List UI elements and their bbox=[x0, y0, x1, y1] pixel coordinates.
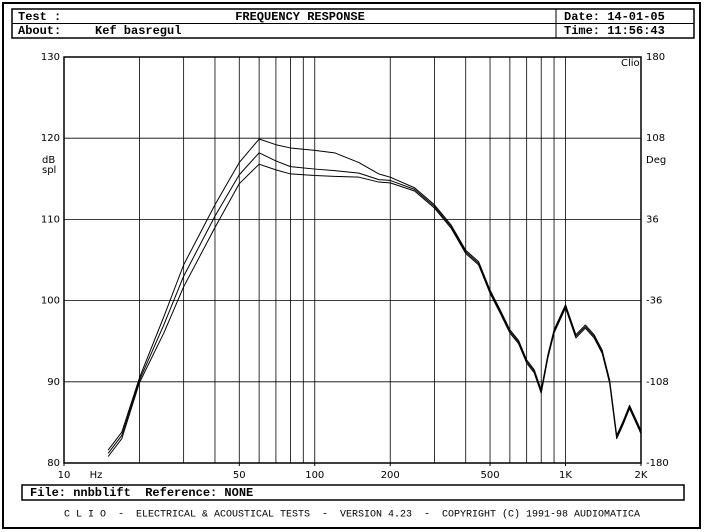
y-tick-label: 80 bbox=[47, 458, 60, 469]
response-curve bbox=[107, 138, 642, 451]
y2-label: Deg bbox=[646, 155, 666, 166]
x-tick-label: 200 bbox=[381, 470, 400, 481]
title: FREQUENCY RESPONSE bbox=[235, 10, 365, 24]
time: Time: 11:56:43 bbox=[564, 24, 665, 38]
about-label: About: bbox=[18, 24, 61, 38]
y2-tick-label: 180 bbox=[646, 52, 665, 63]
annotation: Clio bbox=[621, 58, 640, 69]
date: Date: 14-01-05 bbox=[564, 10, 665, 24]
x-tick-label: 10 bbox=[58, 470, 71, 481]
x-tick-label: 50 bbox=[233, 470, 246, 481]
y2-tick-label: -180 bbox=[646, 458, 669, 469]
y-tick-label: 130 bbox=[41, 52, 60, 63]
y2-tick-label: 108 bbox=[646, 133, 665, 144]
banner: C L I O - ELECTRICAL & ACOUSTICAL TESTS … bbox=[64, 509, 640, 521]
file-info: File: nnbblift Reference: NONE bbox=[30, 486, 253, 500]
test-label: Test : bbox=[18, 10, 61, 24]
x-tick-label: 1K bbox=[559, 470, 572, 481]
y-tick-label: 110 bbox=[41, 214, 60, 225]
x-tick-label: 500 bbox=[480, 470, 499, 481]
y2-tick-label: 36 bbox=[646, 214, 659, 225]
y-tick-label: 90 bbox=[47, 377, 60, 388]
y-tick-label: 100 bbox=[41, 296, 60, 307]
file-box bbox=[21, 484, 685, 501]
response-curve bbox=[107, 163, 642, 457]
y-label: spl bbox=[42, 165, 56, 176]
y2-tick-label: -108 bbox=[646, 377, 669, 388]
y-label: dB bbox=[42, 155, 55, 166]
x-label: Hz bbox=[90, 470, 103, 481]
response-curve bbox=[107, 152, 642, 454]
y-tick-label: 120 bbox=[41, 133, 60, 144]
plot-frame bbox=[63, 56, 642, 464]
x-tick-label: 100 bbox=[305, 470, 324, 481]
about: Kef basregul bbox=[95, 24, 181, 38]
y2-tick-label: -36 bbox=[646, 296, 662, 307]
x-tick-label: 2K bbox=[635, 470, 648, 481]
